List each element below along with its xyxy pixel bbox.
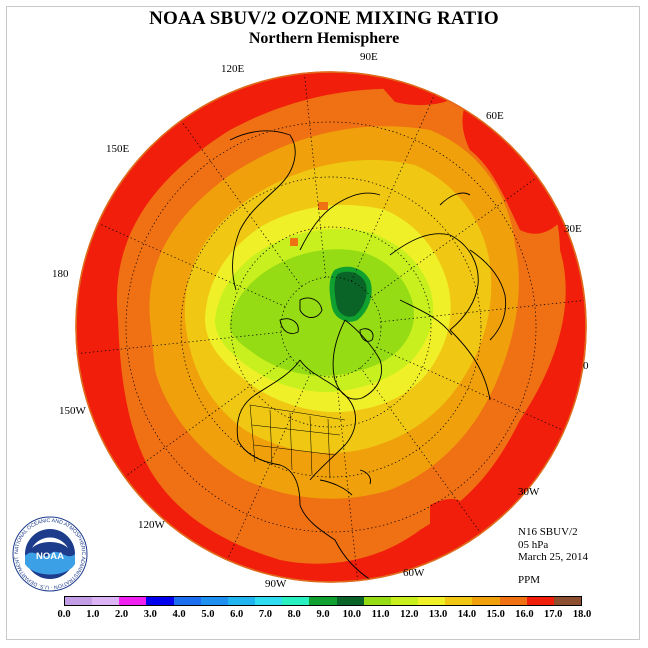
lon-label-30e: 30E <box>564 223 582 235</box>
colorbar-tick-label: 13.0 <box>428 609 448 620</box>
contour-10 <box>332 269 370 320</box>
lon-label-150w: 150W <box>59 405 86 417</box>
lon-label-60e: 60E <box>486 110 504 122</box>
noaa-logo: NATIONAL OCEANIC AND ATMOSPHERIC ADMINIS… <box>12 516 88 592</box>
lon-label-180: 180 <box>52 268 69 280</box>
colorbar-swatch <box>309 597 337 605</box>
political-borders <box>249 404 346 479</box>
instrument-label: N16 SBUV/2 <box>518 526 578 538</box>
coastlines <box>229 130 507 582</box>
figure-frame <box>6 6 640 640</box>
colorbar-swatch <box>65 597 93 605</box>
colorbar-swatch <box>227 597 256 605</box>
map-subtitle: Northern Hemisphere <box>248 30 400 47</box>
colorbar-swatch <box>445 597 473 605</box>
colorbar-tick-label: 14.0 <box>457 609 477 620</box>
coast-caribbean <box>319 469 371 496</box>
red-patch-b <box>290 238 298 246</box>
colorbar-swatch <box>119 597 147 605</box>
colorbar-tick-label: 18.0 <box>572 609 592 620</box>
lon-label-90e: 90E <box>360 51 378 63</box>
lon-label-0: 0 <box>583 360 589 372</box>
colorbar-tick-label: 17.0 <box>544 609 563 620</box>
units-label: PPM <box>518 573 541 586</box>
colorbar-ticks: 0.0 1.0 2.0 3.0 4.0 5.0 6.0 7.0 8.0 9.0 10.0 11.0 12… <box>57 609 591 623</box>
colorbar-tick-label: 0.0 <box>57 609 71 620</box>
colorbar-tick-label: 16.0 <box>515 609 534 620</box>
coast-arctic-islands <box>279 297 374 342</box>
colorbar-tick-label: 1.0 <box>86 609 100 620</box>
colorbar-swatch <box>390 597 419 605</box>
colorbar-swatch <box>282 597 310 605</box>
colorbar-tick-label: 5.0 <box>201 609 215 620</box>
colorbar <box>64 596 582 606</box>
coast-europe <box>439 192 507 341</box>
colorbar-tick-label: 12.0 <box>400 609 419 620</box>
colorbar-tick-label: 9.0 <box>316 609 330 620</box>
coast-eurasia <box>299 192 491 401</box>
colorbar-tick-label: 3.0 <box>143 609 157 620</box>
lon-label-30w: 30W <box>518 486 540 498</box>
colorbar-swatch <box>173 597 201 605</box>
contour-10-rim <box>329 266 372 322</box>
lon-label-150e: 150E <box>106 143 130 155</box>
lon-label-120w: 120W <box>138 519 165 531</box>
pressure-level-label: 05 hPa <box>518 538 549 551</box>
lon-label-120e: 120E <box>221 63 245 75</box>
colorbar-tick-label: 15.0 <box>486 609 505 620</box>
colorbar-swatch <box>200 597 228 605</box>
red-lobe-east <box>462 95 575 234</box>
map-title: NOAA SBUV/2 OZONE MIXING RATIO <box>149 8 499 29</box>
map-outline <box>75 71 587 583</box>
lon-label-90w: 90W <box>265 578 287 590</box>
colorbar-swatch <box>146 597 174 605</box>
red-lobe-southeast <box>490 380 580 540</box>
colorbar-swatch <box>553 597 581 605</box>
colorbar-swatch <box>499 597 527 605</box>
info-block: N16 SBUV/2 05 hPa March 25, 2014 PPM <box>518 526 588 586</box>
colorbar-tick-label: 8.0 <box>287 609 301 620</box>
colorbar-tick-label: 7.0 <box>258 609 272 620</box>
colorbar-swatch <box>92 597 120 605</box>
colorbar-tick-label: 10.0 <box>342 609 361 620</box>
colorbar-swatch <box>418 597 446 605</box>
colorbar-swatch <box>336 597 364 605</box>
colorbar-tick-label: 2.0 <box>114 609 129 620</box>
lon-label-60w: 60W <box>403 567 425 579</box>
date-label: March 25, 2014 <box>518 551 588 563</box>
coast-greenland <box>332 319 382 400</box>
colorbar-tick-label: 4.0 <box>172 609 186 620</box>
graticule-parallels <box>125 121 537 533</box>
colorbar-tick-label: 6.0 <box>230 609 244 620</box>
colorbar-swatch <box>526 597 554 605</box>
red-lobe-south <box>430 499 471 542</box>
colorbar-swatch <box>472 597 500 605</box>
colorbar-swatch <box>255 597 283 605</box>
colorbar-tick-label: 11.0 <box>371 609 390 620</box>
coast-north-america <box>236 359 381 582</box>
logo-text: NOAA <box>36 551 64 562</box>
coast-asia-east <box>229 130 296 291</box>
colorbar-swatch <box>363 597 391 605</box>
ozone-contours <box>116 81 580 564</box>
red-patch-a <box>318 202 328 210</box>
